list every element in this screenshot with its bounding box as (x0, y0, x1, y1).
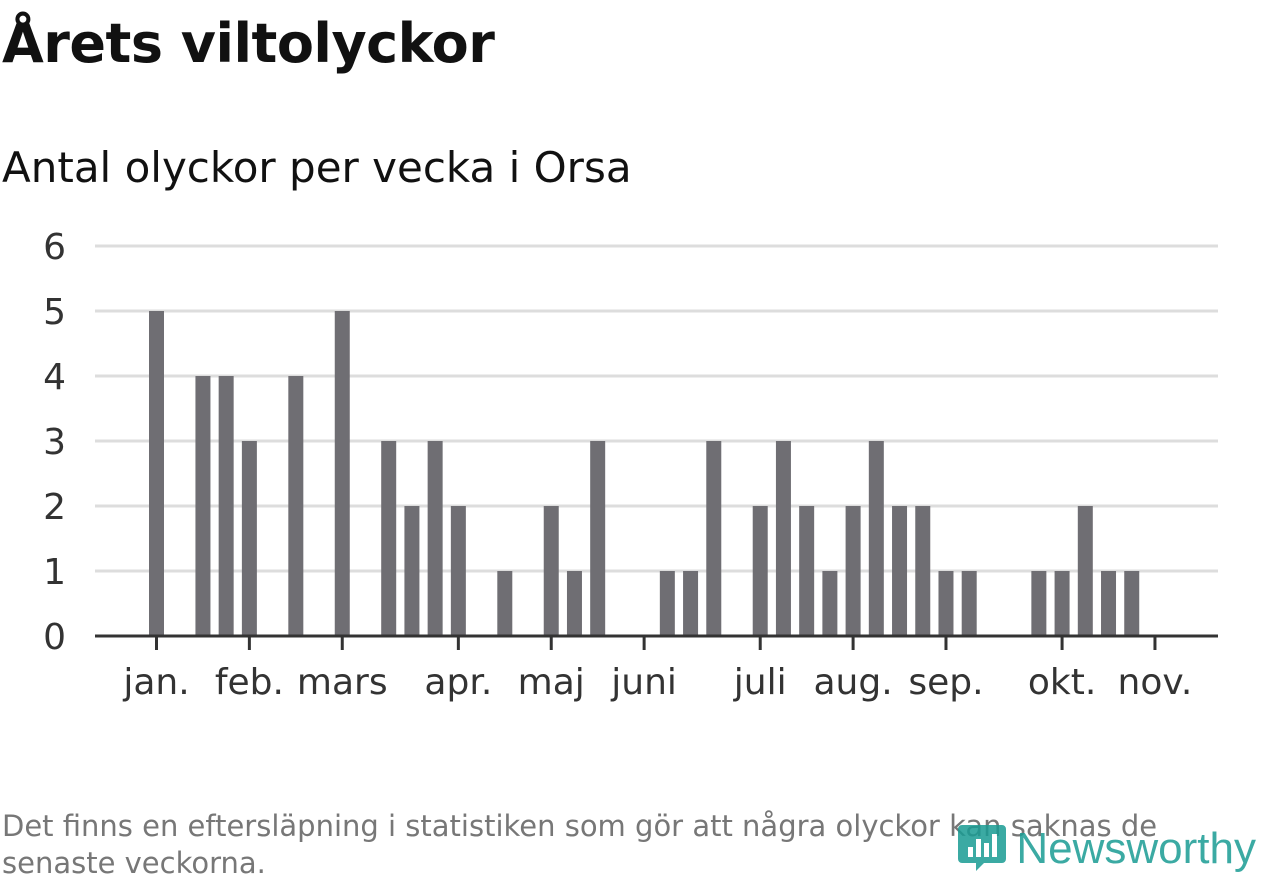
y-tick-label: 4 (43, 357, 66, 398)
month-label: sep. (908, 662, 983, 703)
bar-week-41 (1077, 506, 1093, 636)
y-tick-label: 1 (43, 552, 66, 593)
bar-week-39 (1031, 571, 1047, 636)
bar-week-18 (543, 506, 559, 636)
bar-week-9 (334, 311, 350, 636)
bar-week-7 (288, 376, 304, 636)
bar-week-4 (218, 376, 234, 636)
value-labels: 1 (1168, 200, 1188, 208)
bar-week-33 (892, 506, 908, 636)
bar-week-19 (566, 571, 582, 636)
bar-week-3 (195, 376, 211, 636)
bar-week-43 (1124, 571, 1140, 636)
bar-week-20 (590, 441, 606, 636)
month-label: juli (733, 662, 787, 703)
y-tick-label: 0 (43, 617, 66, 658)
month-label: aug. (814, 662, 893, 703)
month-label: apr. (424, 662, 492, 703)
logo-text: Newsworthy (1016, 824, 1256, 873)
bar-week-25 (706, 441, 722, 636)
highlight-value-label: 1 (1168, 200, 1188, 208)
bar-week-14 (450, 506, 466, 636)
bar-week-27 (752, 506, 768, 636)
newsworthy-logo[interactable]: Newsworthy (956, 821, 1256, 877)
y-tick-label: 3 (43, 422, 66, 463)
bar-week-42 (1101, 571, 1117, 636)
month-label: maj (518, 662, 585, 703)
bar-chart-icon (956, 821, 1008, 877)
bar-week-31 (845, 506, 861, 636)
chart-title: Årets viltolyckor (2, 12, 495, 75)
month-label: nov. (1118, 662, 1193, 703)
bar-week-16 (497, 571, 513, 636)
y-tick-label: 2 (43, 487, 66, 528)
bar-week-11 (381, 441, 397, 636)
bar-week-30 (822, 571, 838, 636)
bar-week-23 (659, 571, 675, 636)
bar-week-40 (1054, 571, 1070, 636)
y-axis-ticks: 0 1 2 3 4 5 6 (43, 227, 66, 658)
bar-week-28 (775, 441, 791, 636)
bar-week-12 (404, 506, 420, 636)
month-label: feb. (215, 662, 284, 703)
month-label: jan. (122, 662, 189, 703)
gridlines (95, 244, 1218, 573)
bar-week-5 (241, 441, 257, 636)
bars (149, 311, 1140, 636)
y-tick-label: 6 (43, 227, 66, 268)
bar-week-36 (961, 571, 977, 636)
month-label: juni (610, 662, 677, 703)
bar-week-32 (868, 441, 884, 636)
bar-week-24 (683, 571, 699, 636)
month-label: okt. (1028, 662, 1096, 703)
bar-chart: 0 1 2 3 4 5 6 jan. feb. mars apr. maj juni juli aug. s… (43, 200, 1218, 703)
x-axis-ticks: jan. feb. mars apr. maj juni juli aug. sep. okt. n… (122, 636, 1192, 703)
y-tick-label: 5 (43, 292, 66, 333)
bar-week-29 (799, 506, 815, 636)
bar-week-13 (427, 441, 443, 636)
chart-subtitle: Antal olyckor per vecka i Orsa (2, 143, 632, 192)
bar-week-35 (938, 571, 954, 636)
bar-week-34 (915, 506, 931, 636)
bar-week-1 (149, 311, 164, 636)
month-label: mars (297, 662, 388, 703)
